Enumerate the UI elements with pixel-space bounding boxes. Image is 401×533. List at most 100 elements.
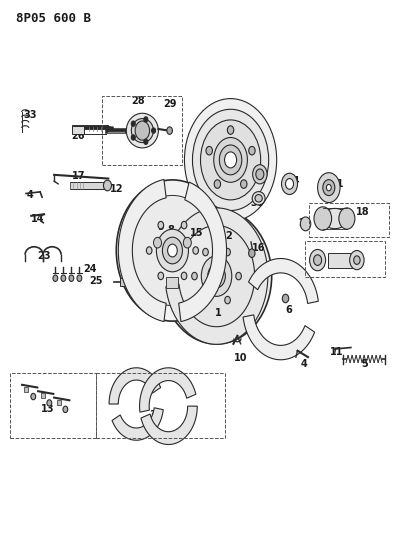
Circle shape [249, 147, 255, 155]
Circle shape [156, 229, 188, 272]
Circle shape [47, 400, 52, 406]
Ellipse shape [255, 195, 262, 202]
Circle shape [326, 184, 331, 191]
Text: 4: 4 [27, 190, 33, 199]
Circle shape [323, 180, 335, 196]
Circle shape [318, 173, 340, 203]
Circle shape [200, 120, 261, 200]
Text: 20: 20 [350, 256, 364, 266]
Bar [305, 241, 385, 277]
Text: 34: 34 [286, 176, 300, 186]
Text: 8P05 600 B: 8P05 600 B [16, 12, 91, 25]
Ellipse shape [129, 196, 216, 305]
Circle shape [144, 139, 148, 144]
Text: 6: 6 [286, 305, 292, 315]
Polygon shape [179, 182, 227, 321]
Ellipse shape [252, 191, 265, 205]
Polygon shape [112, 408, 163, 440]
Ellipse shape [126, 114, 158, 148]
Circle shape [282, 173, 298, 195]
Bar [166, 277, 178, 288]
Circle shape [203, 296, 209, 304]
Circle shape [144, 117, 148, 122]
Circle shape [214, 180, 221, 188]
Text: 10: 10 [234, 353, 247, 363]
Bar [70, 182, 108, 189]
Text: 19: 19 [324, 211, 338, 221]
Text: 26: 26 [71, 131, 85, 141]
Polygon shape [171, 208, 268, 276]
Circle shape [225, 296, 230, 304]
Text: 7: 7 [133, 214, 140, 223]
Circle shape [53, 275, 58, 281]
Circle shape [193, 247, 198, 254]
Bar [57, 400, 61, 405]
Circle shape [181, 221, 187, 229]
Bar [96, 373, 225, 438]
Text: 27: 27 [220, 134, 233, 143]
Circle shape [167, 127, 172, 134]
Circle shape [214, 138, 247, 182]
Circle shape [253, 165, 267, 184]
Circle shape [61, 275, 66, 281]
Circle shape [282, 294, 289, 303]
Bar [72, 126, 84, 134]
Circle shape [158, 272, 164, 280]
Polygon shape [166, 276, 268, 344]
Text: 24: 24 [83, 264, 97, 274]
Text: 8: 8 [167, 225, 174, 235]
Circle shape [69, 275, 74, 281]
Circle shape [208, 264, 225, 288]
Text: 14: 14 [31, 214, 45, 223]
Circle shape [225, 248, 230, 256]
Circle shape [131, 135, 135, 140]
Text: 11: 11 [330, 347, 344, 357]
Circle shape [236, 272, 241, 280]
Ellipse shape [131, 118, 153, 142]
Text: 29: 29 [164, 99, 177, 109]
Circle shape [152, 128, 156, 133]
Circle shape [339, 208, 355, 229]
Text: 1: 1 [215, 309, 222, 318]
Text: 32: 32 [248, 166, 261, 175]
Circle shape [63, 406, 68, 413]
Circle shape [158, 221, 164, 229]
Bar [41, 393, 45, 398]
Circle shape [241, 180, 247, 188]
Circle shape [162, 237, 182, 264]
Circle shape [192, 109, 269, 211]
Circle shape [181, 272, 187, 280]
Polygon shape [141, 406, 197, 445]
Circle shape [314, 207, 332, 230]
Text: 9: 9 [157, 222, 164, 231]
Circle shape [201, 256, 232, 296]
Bar [328, 253, 352, 268]
Text: 33: 33 [23, 110, 37, 119]
Polygon shape [118, 180, 166, 321]
Circle shape [310, 249, 326, 271]
Ellipse shape [116, 180, 229, 321]
Text: 28: 28 [132, 96, 145, 106]
Text: 18: 18 [356, 207, 370, 216]
Circle shape [225, 152, 237, 168]
Text: 5: 5 [362, 359, 368, 368]
Circle shape [249, 249, 255, 257]
Circle shape [183, 237, 191, 248]
Text: 31: 31 [330, 179, 344, 189]
Ellipse shape [322, 208, 348, 229]
Circle shape [77, 275, 82, 281]
Circle shape [256, 169, 264, 180]
Circle shape [203, 248, 209, 256]
Text: 15: 15 [190, 229, 203, 238]
Ellipse shape [174, 223, 259, 329]
Text: 22: 22 [119, 279, 133, 288]
Text: 3: 3 [149, 410, 156, 419]
Circle shape [314, 255, 322, 265]
Circle shape [168, 244, 177, 257]
Text: 16: 16 [252, 243, 265, 253]
Circle shape [131, 121, 135, 126]
Circle shape [300, 217, 311, 231]
Circle shape [192, 272, 197, 280]
Circle shape [286, 179, 294, 189]
Text: 17: 17 [71, 171, 85, 181]
